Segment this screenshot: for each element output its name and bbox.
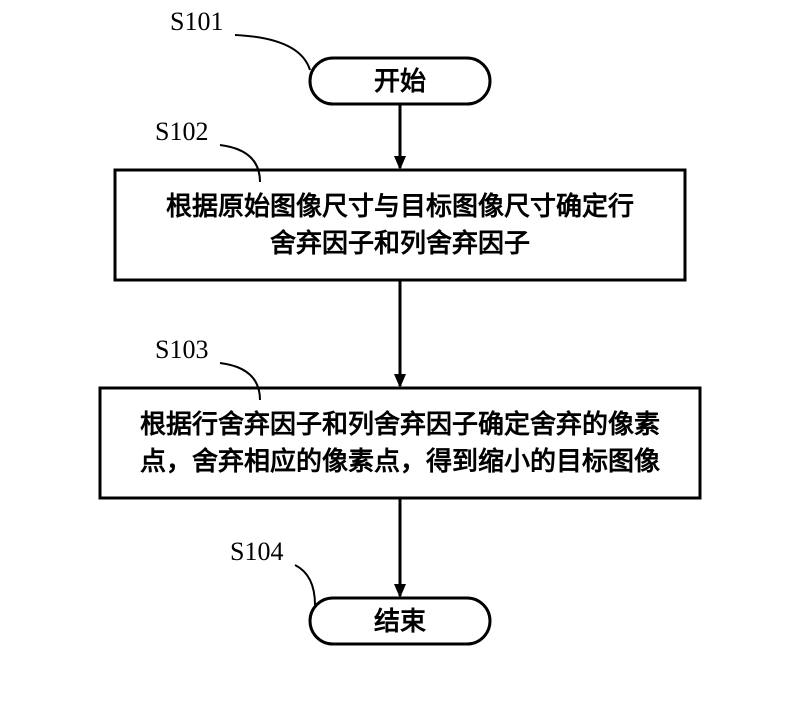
step2-node xyxy=(100,388,700,498)
s101-pointer xyxy=(235,35,310,70)
s103-pointer xyxy=(220,363,260,400)
s102-pointer xyxy=(220,145,260,182)
step1-line2: 舍弃因子和列舍弃因子 xyxy=(270,228,530,258)
s104-pointer xyxy=(295,565,315,605)
end-label: 结束 xyxy=(374,606,427,636)
s104-label: S104 xyxy=(230,537,283,566)
s101-label: S101 xyxy=(170,7,223,36)
step1-line1: 根据原始图像尺寸与目标图像尺寸确定行 xyxy=(166,191,634,221)
flowchart-canvas: 开始 根据原始图像尺寸与目标图像尺寸确定行 舍弃因子和列舍弃因子 根据行舍弃因子… xyxy=(0,0,800,722)
step1-node xyxy=(115,170,685,280)
s102-label: S102 xyxy=(155,117,208,146)
start-label: 开始 xyxy=(374,67,426,96)
s103-label: S103 xyxy=(155,335,208,364)
step2-line1: 根据行舍弃因子和列舍弃因子确定舍弃的像素 xyxy=(140,409,660,439)
step2-line2: 点，舍弃相应的像素点，得到缩小的目标图像 xyxy=(140,446,661,476)
